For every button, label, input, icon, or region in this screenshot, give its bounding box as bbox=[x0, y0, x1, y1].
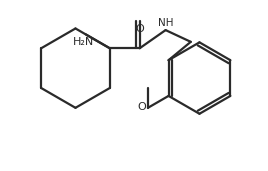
Text: H₂N: H₂N bbox=[73, 37, 94, 47]
Text: O: O bbox=[137, 102, 146, 112]
Text: O: O bbox=[135, 24, 144, 35]
Text: NH: NH bbox=[158, 18, 173, 28]
